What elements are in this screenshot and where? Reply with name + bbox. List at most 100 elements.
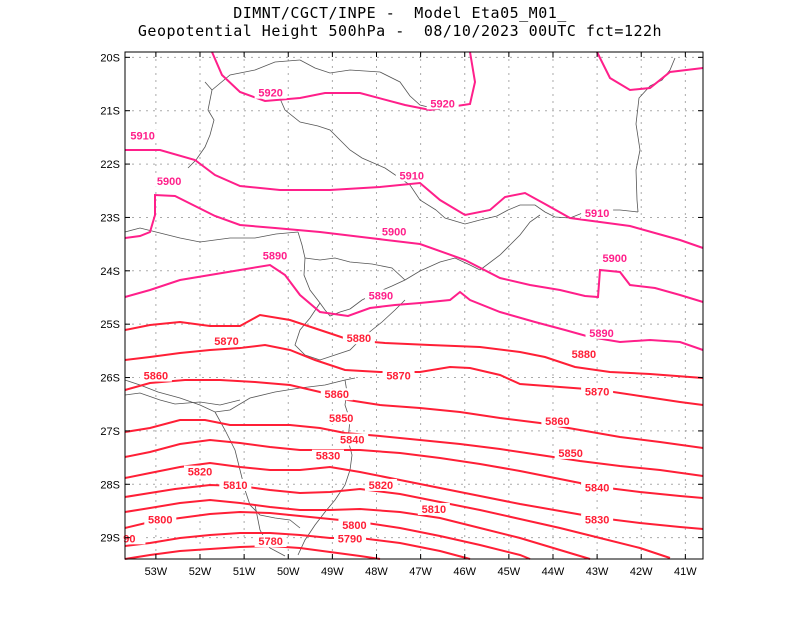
contour-label-5860: 5860	[325, 389, 349, 401]
contour-line-5860	[124, 379, 704, 449]
contour-label-bg	[334, 532, 367, 545]
y-tick-label: 20S	[100, 52, 120, 64]
contour-label-5810: 5810	[223, 480, 247, 492]
x-tick-label: 50W	[277, 566, 300, 578]
contour-label-bg	[153, 174, 186, 187]
contour-label-5780: 5780	[258, 536, 282, 548]
contour-label-bg	[581, 385, 614, 398]
x-tick-label: 42W	[630, 566, 653, 578]
contour-label-5890: 5890	[263, 250, 287, 262]
contour-label-5830: 5830	[585, 515, 609, 527]
x-tick-label: 43W	[586, 566, 609, 578]
contour-line-5780	[124, 544, 381, 560]
contour-label-5850: 5850	[329, 413, 353, 425]
contour-line-5820	[124, 483, 671, 559]
x-tick-label: 45W	[498, 566, 521, 578]
contour-label-bg	[144, 513, 177, 526]
contour-label-bg	[554, 446, 587, 459]
contour-label-5820: 5820	[369, 480, 393, 492]
contour-label-bg	[210, 334, 243, 347]
contour-label-5870: 5870	[585, 387, 609, 399]
x-tick-label: 44W	[542, 566, 565, 578]
contour-label-5830: 5830	[316, 451, 340, 463]
contour-line-5910	[596, 51, 704, 92]
contour-labels: 5920 5920 5910 5910 5910 5900 5900 5900 5890 5890…	[113, 86, 631, 548]
contour-label-5870: 5870	[386, 371, 410, 383]
contour-label-5910: 5910	[585, 208, 609, 220]
x-tick-label: 52W	[189, 566, 212, 578]
contour-label-bg	[126, 129, 159, 142]
contour-label-5860: 5860	[144, 371, 168, 383]
contour-label-bg	[338, 518, 371, 531]
plot-frame	[124, 51, 704, 560]
contour-label-bg	[378, 225, 411, 238]
contour-label-bg	[581, 481, 614, 494]
contour-label-5880: 5880	[347, 333, 371, 345]
contour-lines	[124, 51, 704, 560]
contour-label-bg	[364, 289, 397, 302]
contour-label-5820: 5820	[188, 467, 212, 479]
x-tick-label: 47W	[409, 566, 432, 578]
title-line-2: Geopotential Height 500hPa - 08/10/2023 …	[137, 22, 663, 40]
contour-label-bg	[336, 433, 369, 446]
contour-label-bg	[139, 369, 172, 382]
contour-label-5910: 5910	[130, 130, 154, 142]
contour-label-bg	[581, 513, 614, 526]
x-tick-label: 51W	[233, 566, 256, 578]
contour-label-bg	[395, 169, 428, 182]
y-tick-label: 23S	[100, 212, 120, 224]
contour-label-5800: 5800	[148, 515, 172, 527]
contour-label-bg	[254, 534, 287, 547]
y-tick-label: 28S	[100, 479, 120, 491]
x-tick-label: 41W	[674, 566, 697, 578]
contour-label-5840: 5840	[585, 483, 609, 495]
contour-label-bg	[364, 478, 397, 491]
contour-label-bg	[320, 388, 353, 401]
x-axis: 53W 52W 51W 50W 49W 48W 47W 46W 45W 44W 43W 42W 41W	[145, 52, 697, 578]
contour-line-5900	[124, 193, 704, 303]
contour-label-bg	[184, 465, 217, 478]
contour-label-5790: 90	[123, 533, 135, 545]
contour-label-bg	[417, 502, 450, 515]
contour-label-bg	[325, 412, 358, 425]
contour-label-bg	[311, 449, 344, 462]
contour-line-5810	[124, 498, 591, 560]
chart-title: DIMNT/CGCT/INPE - Model Eta05_M01_ Geopo…	[0, 4, 800, 40]
contour-label-bg	[113, 532, 146, 545]
contour-label-bg	[254, 86, 287, 99]
contour-label-5850: 5850	[558, 448, 582, 460]
contour-line-5800	[124, 510, 531, 560]
title-line-1: DIMNT/CGCT/INPE - Model Eta05_M01_	[233, 4, 567, 22]
contour-label-5910: 5910	[400, 170, 424, 182]
y-axis: 20S 21S 22S 23S 24S 25S 26S 27S 28S 29S	[100, 52, 703, 545]
contour-label-5900: 5900	[157, 176, 181, 188]
x-tick-label: 53W	[145, 566, 168, 578]
contour-label-5870: 5870	[214, 336, 238, 348]
contour-label-bg	[259, 249, 292, 262]
contour-label-5920: 5920	[430, 98, 454, 110]
y-tick-label: 22S	[100, 159, 120, 171]
coastline	[124, 57, 676, 557]
contour-line-5920	[211, 51, 477, 112]
contour-label-5790: 5790	[338, 533, 362, 545]
x-tick-label: 46W	[453, 566, 476, 578]
contour-label-5890: 5890	[369, 290, 393, 302]
contour-label-bg	[541, 414, 574, 427]
contour-label-bg	[342, 332, 375, 345]
contour-label-5810: 5810	[422, 504, 446, 516]
contour-label-5890: 5890	[589, 328, 613, 340]
x-tick-label: 49W	[321, 566, 344, 578]
contour-label-bg	[219, 478, 252, 491]
y-tick-label: 26S	[100, 373, 120, 385]
contour-label-5920: 5920	[258, 88, 282, 100]
y-tick-label: 29S	[100, 533, 120, 545]
y-tick-label: 25S	[100, 319, 120, 331]
contour-label-5900: 5900	[603, 253, 627, 265]
y-tick-label: 21S	[100, 106, 120, 118]
contour-label-bg	[581, 206, 614, 219]
y-tick-label: 27S	[100, 426, 120, 438]
contour-label-bg	[426, 97, 459, 110]
contour-label-bg	[567, 348, 600, 361]
contour-label-5800: 5800	[342, 520, 366, 532]
